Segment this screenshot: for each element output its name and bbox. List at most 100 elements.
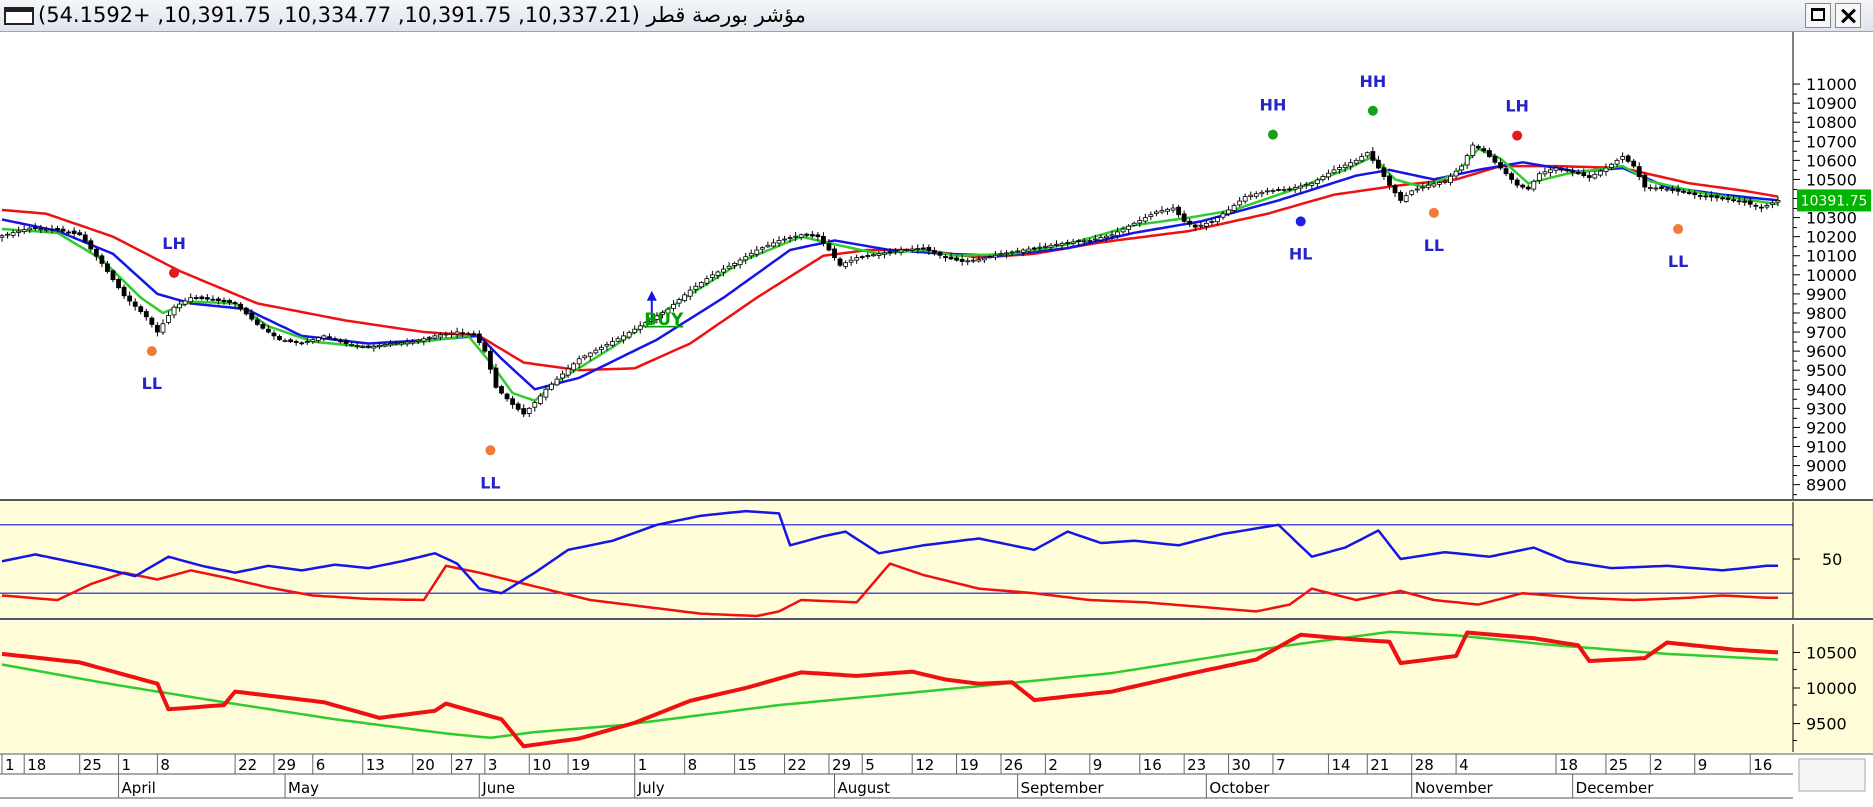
candle-body xyxy=(593,349,599,354)
candle-body xyxy=(1448,175,1453,184)
day-tick-label: 28 xyxy=(1415,756,1434,774)
candle-body xyxy=(332,338,338,341)
candle-body xyxy=(449,332,454,335)
candle-body xyxy=(1764,205,1770,208)
candle-body xyxy=(870,254,876,257)
candle-body xyxy=(1215,217,1220,223)
candle-body xyxy=(721,268,726,273)
candle-body xyxy=(160,323,166,333)
candle-body xyxy=(854,257,860,261)
candle-body xyxy=(515,403,521,410)
candle-body xyxy=(1331,169,1337,174)
candle-body xyxy=(399,342,405,345)
day-tick-label: 25 xyxy=(83,756,102,774)
candle-body xyxy=(60,228,66,232)
title-bar: مؤشر بورصة قطر (10,337.21, 10,391.75, 10… xyxy=(0,0,1873,32)
candle-body xyxy=(1603,167,1609,172)
candle-body xyxy=(1248,194,1254,198)
candle-body xyxy=(537,395,543,404)
buy-signal-label: BUY xyxy=(644,310,684,330)
candle-body xyxy=(1220,213,1226,218)
day-tick-label: 29 xyxy=(832,756,851,774)
candle-body xyxy=(1609,163,1614,168)
day-tick-label: 30 xyxy=(1232,756,1251,774)
candle-body xyxy=(154,324,160,333)
candle-body xyxy=(1664,188,1670,191)
candle-body xyxy=(1059,242,1065,246)
candle-body xyxy=(998,253,1004,256)
candle-body xyxy=(1659,186,1664,189)
candle-body xyxy=(110,270,116,280)
candle-body xyxy=(1131,222,1137,226)
month-label: May xyxy=(288,779,319,797)
candle-body xyxy=(798,234,804,238)
price-tick-label: 9500 xyxy=(1806,361,1847,380)
candle-body xyxy=(1697,195,1703,197)
month-label: November xyxy=(1415,779,1494,797)
close-button[interactable] xyxy=(1835,3,1861,28)
maximize-button[interactable] xyxy=(1805,3,1831,28)
candle-body xyxy=(1104,235,1109,239)
candle-body xyxy=(210,298,216,301)
candle-body xyxy=(1709,195,1714,198)
candle-body xyxy=(1442,180,1448,183)
candle-body xyxy=(993,254,998,258)
day-tick-label: 18 xyxy=(27,756,46,774)
price-tick-label: 9100 xyxy=(1806,437,1847,456)
month-label: April xyxy=(122,779,156,797)
day-tick-label: 1 xyxy=(5,756,15,774)
candle-body xyxy=(476,333,482,343)
candle-body xyxy=(1747,200,1753,205)
candle-body xyxy=(1398,191,1403,201)
candle-body xyxy=(821,235,826,244)
day-tick-label: 9 xyxy=(1698,756,1708,774)
day-tick-label: 29 xyxy=(277,756,296,774)
swing-label: LH xyxy=(1505,97,1529,116)
candle-body xyxy=(1575,171,1581,175)
month-label: September xyxy=(1021,779,1105,797)
day-tick-label: 27 xyxy=(455,756,474,774)
candle-body xyxy=(1348,162,1354,167)
candle-body xyxy=(815,234,821,238)
window-icon xyxy=(4,7,34,25)
candle-body xyxy=(1137,220,1143,224)
candle-body xyxy=(1009,251,1015,254)
candle-body xyxy=(1287,188,1292,191)
candle-body xyxy=(293,341,299,343)
price-tick-label: 11000 xyxy=(1806,75,1857,94)
price-panel xyxy=(0,32,1873,500)
candle-body xyxy=(932,250,937,254)
price-tick-label: 10100 xyxy=(1806,247,1857,266)
candle-body xyxy=(432,335,438,339)
day-tick-label: 22 xyxy=(238,756,257,774)
candle-body xyxy=(1226,209,1231,215)
candle-body xyxy=(471,333,477,336)
candle-body xyxy=(560,373,565,379)
month-label: August xyxy=(838,779,891,797)
candle-body xyxy=(143,311,149,318)
day-tick-label: 5 xyxy=(865,756,875,774)
candle-body xyxy=(1303,184,1309,187)
candle-body xyxy=(1098,237,1104,241)
oscillator-panel xyxy=(0,501,1873,618)
candle-body xyxy=(726,265,732,269)
candle-body xyxy=(232,302,238,305)
price-tick-label: 9700 xyxy=(1806,323,1847,342)
candle-body xyxy=(88,240,94,250)
candle-body xyxy=(1154,211,1159,214)
candle-body xyxy=(1198,224,1204,227)
month-label: October xyxy=(1209,779,1270,797)
day-tick-label: 23 xyxy=(1187,756,1206,774)
candle-body xyxy=(1642,174,1648,188)
candle-body xyxy=(487,350,493,370)
candle-body xyxy=(887,251,893,254)
candle-body xyxy=(188,297,194,303)
candle-body xyxy=(1165,208,1170,212)
swing-dot xyxy=(1673,224,1684,235)
day-tick-label: 16 xyxy=(1143,756,1162,774)
day-tick-label: 6 xyxy=(316,756,326,774)
candle-body xyxy=(16,230,22,233)
candle-body xyxy=(715,271,721,276)
price-tick-label: 10700 xyxy=(1806,132,1857,151)
day-tick-label: 18 xyxy=(1559,756,1578,774)
